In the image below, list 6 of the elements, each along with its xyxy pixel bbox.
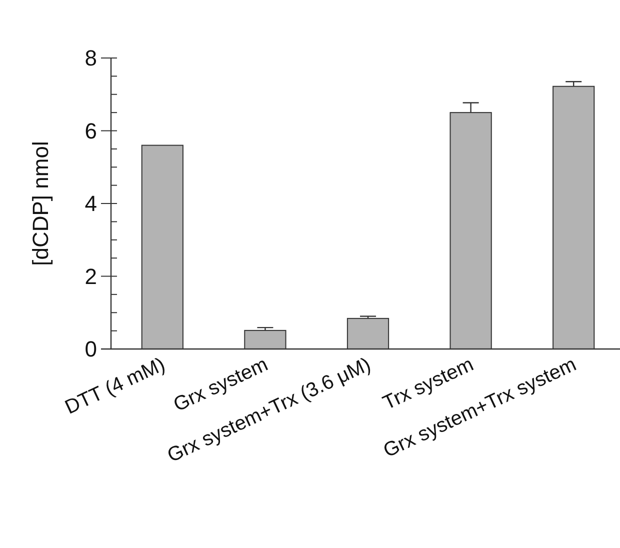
y-tick-label: 8 [84,46,97,71]
y-tick-label: 4 [84,191,97,216]
y-axis-title: [dCDP] nmol [28,141,53,266]
y-tick-label: 0 [84,336,97,362]
y-tick-label: 2 [84,264,97,289]
y-tick-label: 6 [84,118,97,144]
